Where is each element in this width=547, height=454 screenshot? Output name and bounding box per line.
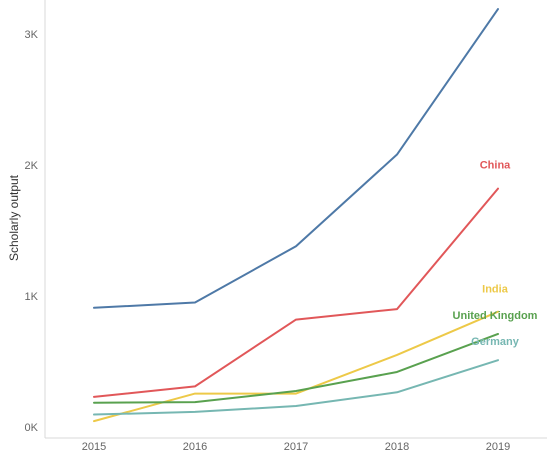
x-tick-label: 2015: [82, 441, 106, 453]
series-line-united-kingdom: [93, 332, 499, 404]
y-axis-ticks: 0K 1K 2K 3K: [25, 29, 39, 434]
x-tick-label: 2017: [284, 441, 308, 453]
y-tick-label: 2K: [25, 160, 39, 172]
series-label-germany: Germany: [471, 336, 520, 348]
series-label-china: China: [480, 160, 511, 172]
series-label-india: India: [482, 284, 509, 296]
y-tick-label: 1K: [25, 291, 39, 303]
y-tick-label: 3K: [25, 29, 39, 41]
x-tick-label: 2018: [385, 441, 409, 453]
series-labels: United StatesChinaIndiaUnited KingdomGer…: [453, 0, 538, 348]
series-line-china: [93, 187, 499, 398]
y-axis-label: Scholarly output: [7, 174, 21, 261]
y-tick-label: 0K: [25, 422, 39, 434]
x-axis-ticks: 2015 2016 2017 2018 2019: [82, 441, 510, 453]
series-line-india: [93, 310, 499, 423]
x-tick-label: 2016: [183, 441, 207, 453]
series-line-united-states: [93, 8, 499, 309]
series-label-united-kingdom: United Kingdom: [453, 310, 538, 322]
series-line-germany: [93, 359, 499, 416]
x-tick-label: 2019: [486, 441, 510, 453]
series-lines: [93, 8, 499, 423]
